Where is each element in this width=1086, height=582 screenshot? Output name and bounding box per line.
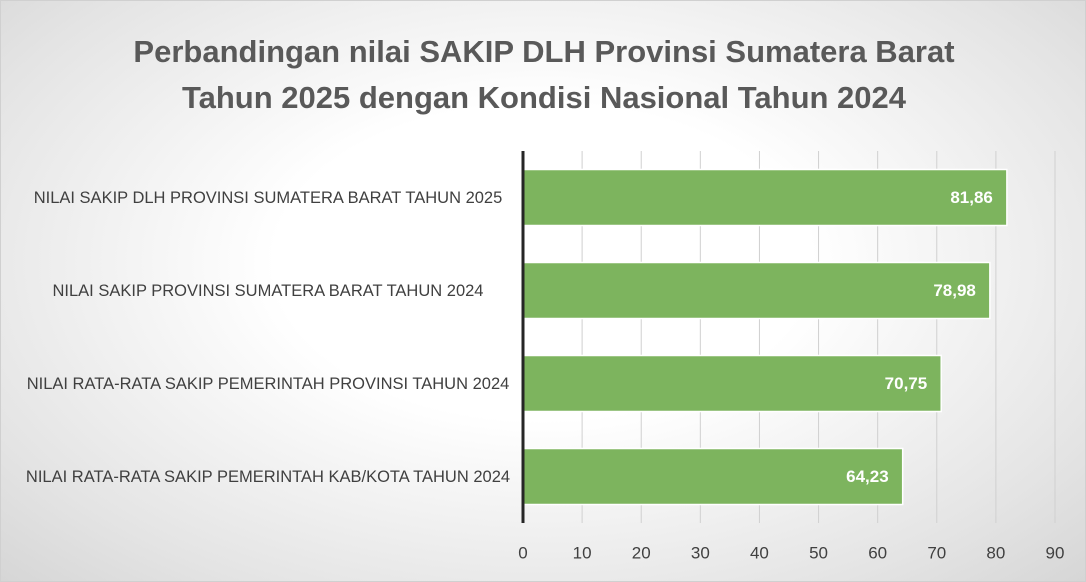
x-tick-label: 30 (691, 543, 710, 562)
data-label: 78,98 (933, 281, 976, 300)
x-tick-label: 50 (809, 543, 828, 562)
data-label: 64,23 (846, 467, 889, 486)
x-tick-label: 80 (986, 543, 1005, 562)
x-tick-label: 40 (750, 543, 769, 562)
chart-title: Perbandingan nilai SAKIP DLH Provinsi Su… (133, 34, 955, 115)
data-label: 70,75 (885, 374, 928, 393)
x-tick-label: 20 (632, 543, 651, 562)
x-tick-label: 70 (927, 543, 946, 562)
bar (522, 354, 942, 413)
x-tick-label: 10 (573, 543, 592, 562)
x-tick-label: 90 (1046, 543, 1065, 562)
x-tick-label: 0 (518, 543, 527, 562)
data-label: 81,86 (950, 188, 993, 207)
bar (522, 261, 991, 320)
category-label: NILAI RATA-RATA SAKIP PEMERINTAH PROVINS… (26, 374, 510, 393)
category-label: NILAI RATA-RATA SAKIP PEMERINTAH KAB/KOT… (25, 467, 511, 486)
category-label: NILAI SAKIP DLH PROVINSI SUMATERA BARAT … (33, 188, 503, 207)
bar (522, 447, 904, 506)
x-tick-label: 60 (868, 543, 887, 562)
category-label: NILAI SAKIP PROVINSI SUMATERA BARAT TAHU… (52, 281, 484, 300)
bar (522, 168, 1008, 227)
